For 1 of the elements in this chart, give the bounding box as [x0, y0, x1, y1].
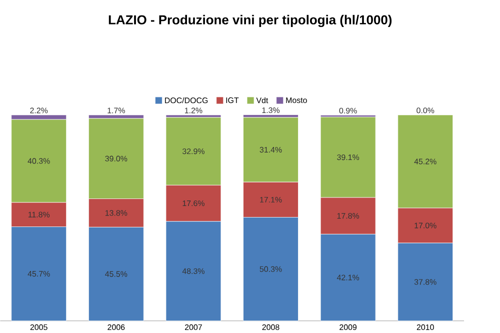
- chart-title: LAZIO - Produzione vini per tipologia (hl/1000): [108, 14, 392, 27]
